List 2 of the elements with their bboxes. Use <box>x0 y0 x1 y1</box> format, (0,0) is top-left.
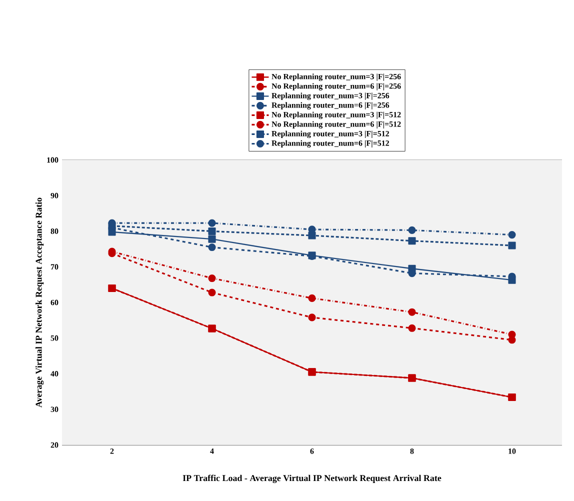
x-axis-title: IP Traffic Load - Average Virtual IP Network Request Arrival Rate <box>182 474 442 484</box>
y-axis-title: Average Virtual IP Network Request Acceptance Ratio <box>35 198 44 408</box>
